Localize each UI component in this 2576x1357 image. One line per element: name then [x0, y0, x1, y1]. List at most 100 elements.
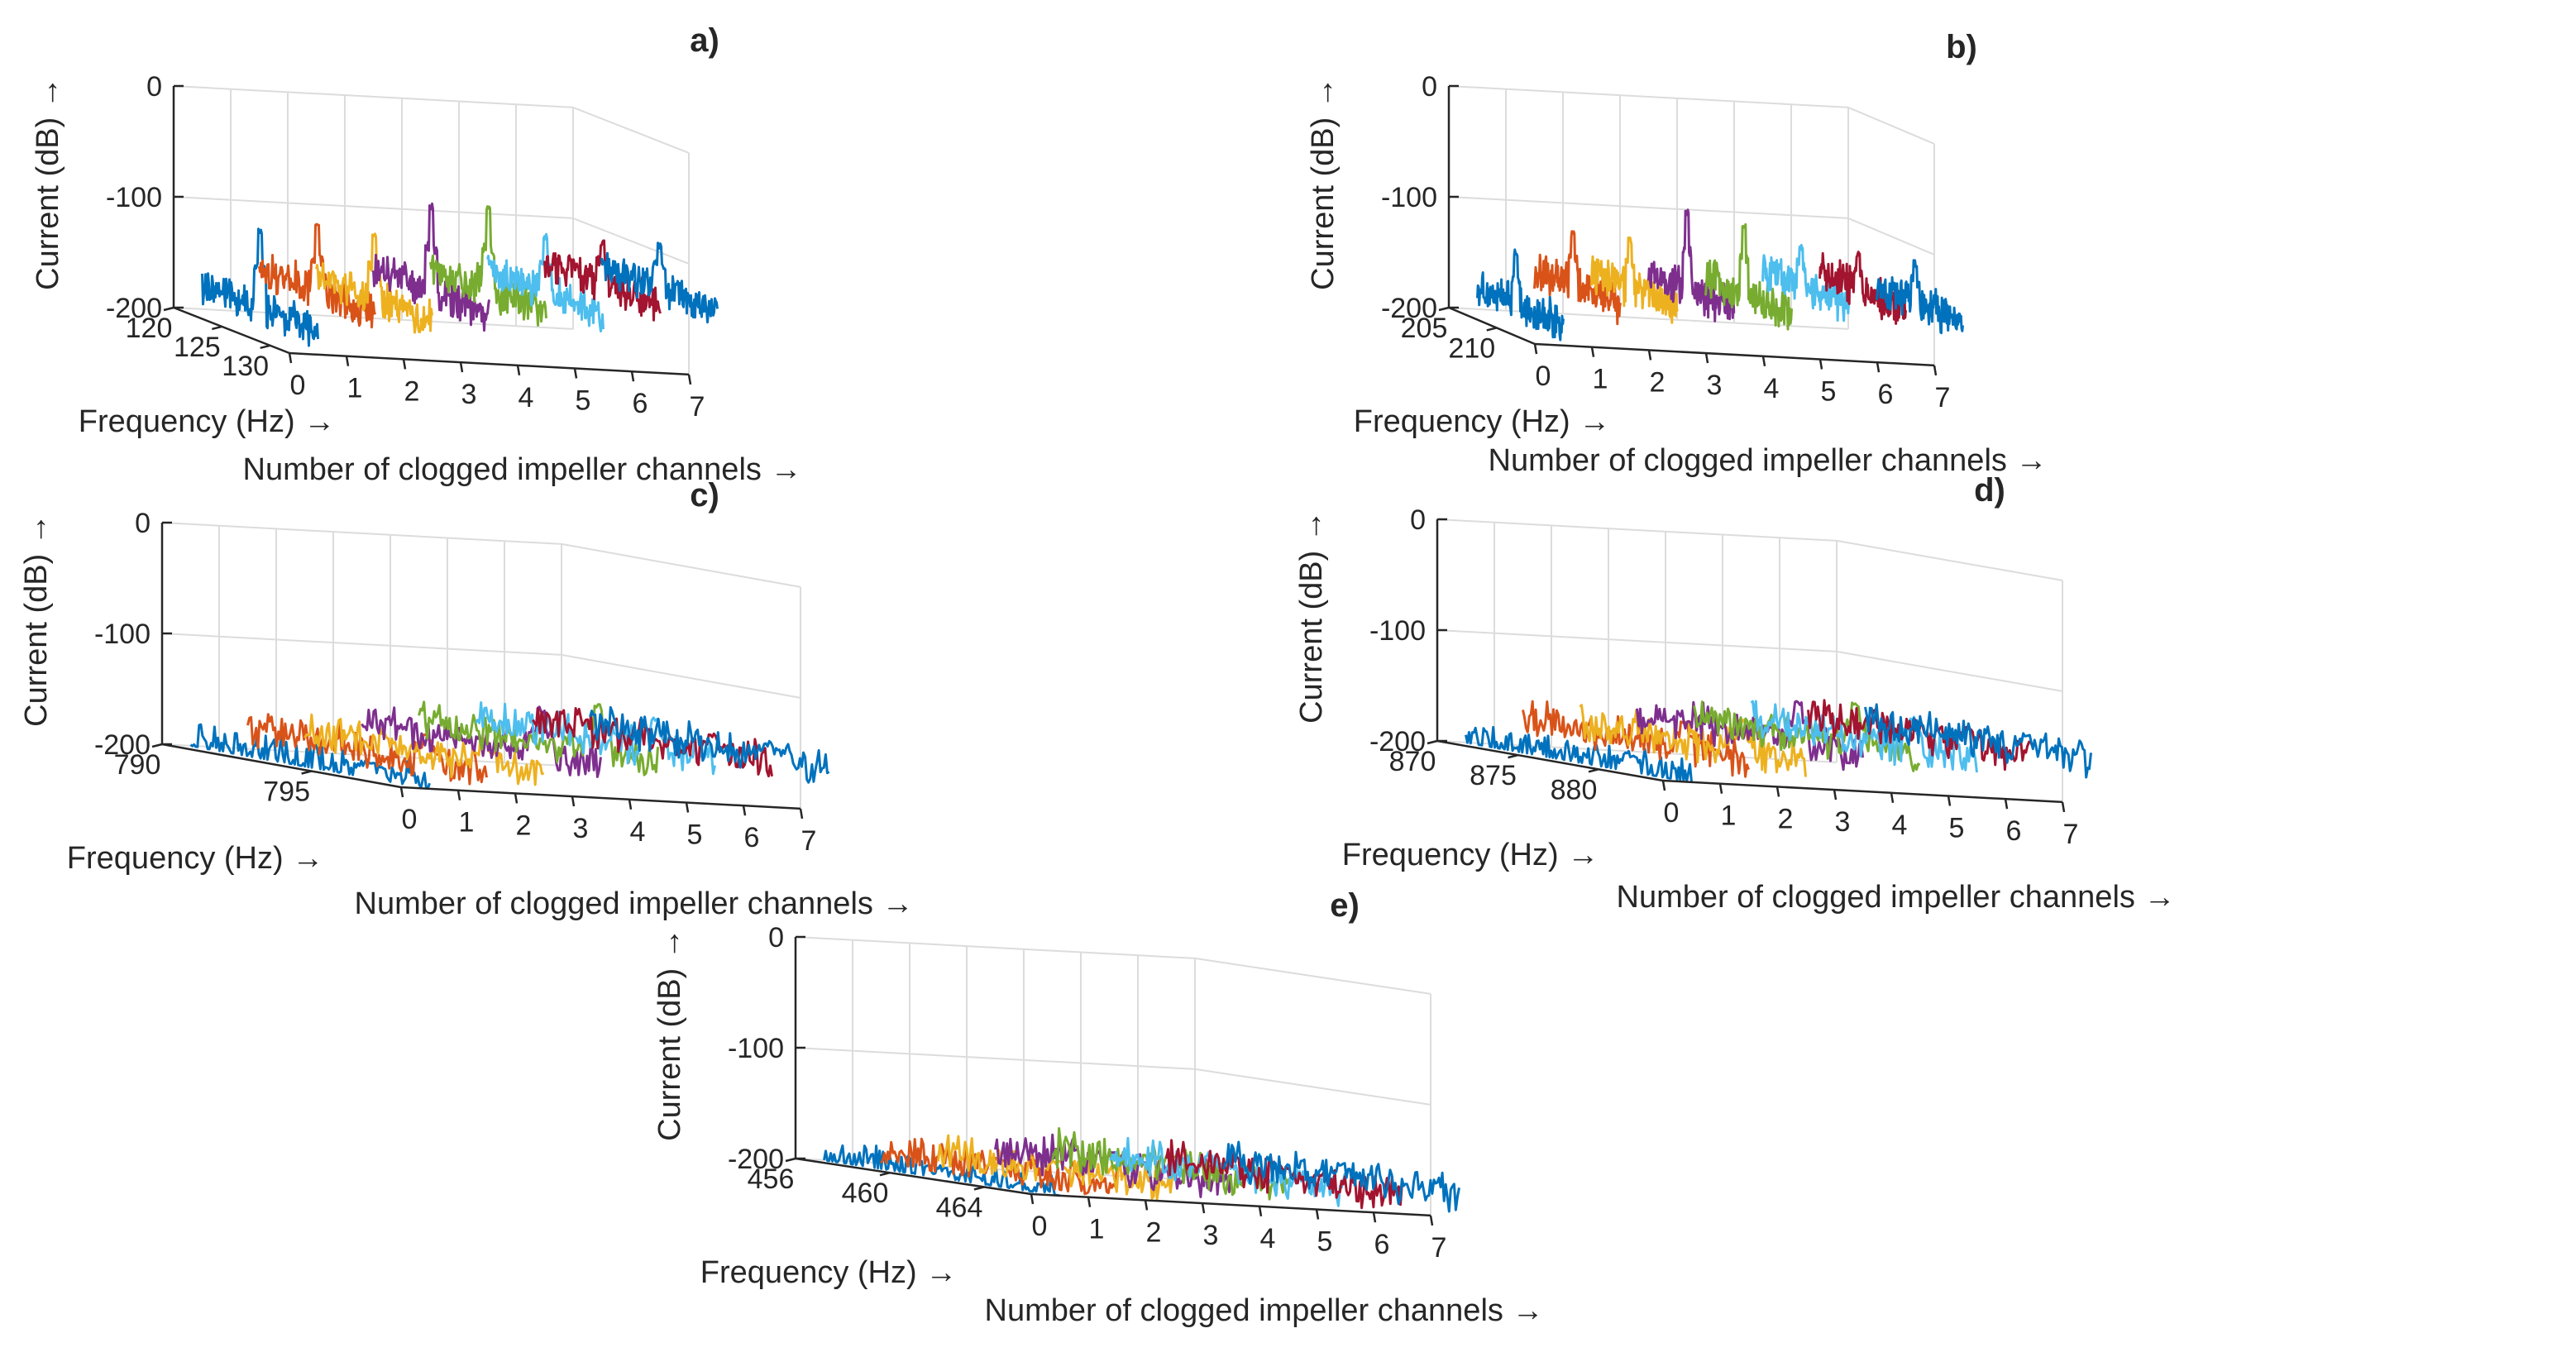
channel-tick-label: 5 [1317, 1226, 1333, 1258]
channel-tick-mark [1718, 783, 1723, 794]
channel-tick-mark [456, 790, 461, 800]
spectrum-series-2 [303, 713, 545, 786]
channel-tick-label: 3 [573, 813, 589, 844]
z-tick-label: -200 [94, 729, 151, 761]
spectrum-series-7 [1222, 1140, 1460, 1213]
gridline-horizontal [1436, 740, 1838, 763]
channel-tick-label: 3 [1835, 806, 1851, 838]
frequency-tick-label: 790 [114, 749, 161, 781]
z-tick-label: 0 [135, 508, 151, 539]
channel-tick-label: 3 [461, 379, 477, 410]
frequency-tick-mark [260, 344, 270, 350]
z-tick-label: -100 [106, 182, 162, 213]
z-axis-label: Current (dB) → [31, 77, 65, 290]
channel-tick-mark [628, 799, 633, 810]
spectrum-series-0 [1465, 725, 1693, 783]
z-tick-label: -100 [1381, 182, 1437, 213]
gridline-side [1836, 650, 2063, 692]
channel-tick-mark [1372, 1211, 1377, 1223]
gridline-side [572, 106, 690, 154]
channel-tick-label: 7 [801, 825, 817, 857]
channel-tick-label: 5 [1949, 813, 1965, 844]
frequency-tick-mark [1438, 306, 1450, 312]
channel-tick-label: 4 [1892, 810, 1908, 841]
channel-tick-mark [1818, 359, 1823, 370]
z-axis-label: Current (dB) → [1306, 77, 1341, 290]
frequency-tick-label: 120 [126, 313, 173, 344]
frequency-tick-label: 870 [1389, 746, 1436, 777]
channel-tick-label: 0 [1536, 361, 1551, 392]
channel-tick-label: 4 [1764, 373, 1780, 404]
channel-axis-line [1534, 342, 1935, 367]
channel-axis-line [1030, 1192, 1431, 1217]
spectrum-series-4 [429, 205, 547, 327]
channel-tick-label: 4 [630, 816, 646, 848]
frequency-axis-label: Frequency (Hz) → [79, 404, 335, 439]
spectrum-series-7 [589, 705, 830, 784]
channel-tick-label: 1 [459, 807, 475, 839]
channel-axis-line [400, 786, 801, 810]
frequency-axis-label: Frequency (Hz) → [1342, 838, 1599, 872]
panel-title: e) [1330, 887, 1360, 924]
channel-tick-mark [345, 356, 350, 366]
channel-tick-mark [1833, 789, 1838, 800]
frequency-tick-mark [163, 306, 174, 312]
channel-tick-mark [1590, 346, 1595, 357]
z-tick-label: -200 [106, 293, 162, 324]
channel-tick-mark [742, 805, 747, 816]
z-tick-label: -200 [1369, 726, 1426, 757]
channel-tick-mark [1201, 1202, 1206, 1214]
channel-tick-mark [402, 359, 407, 370]
gridline-horizontal [173, 196, 574, 219]
channel-tick-label: 2 [1778, 803, 1794, 834]
gridline-side [1847, 217, 1935, 256]
frequency-tick-mark [301, 770, 312, 775]
channel-tick-mark [288, 352, 293, 364]
channel-tick-label: 7 [690, 391, 705, 423]
channel-tick-mark [1315, 1209, 1320, 1220]
spectrum-series-7 [1864, 703, 2092, 779]
channel-tick-mark [1775, 786, 1780, 797]
channel-tick-label: 3 [1203, 1220, 1219, 1251]
frequency-tick-mark [1486, 327, 1498, 332]
channel-tick-mark [1429, 1215, 1434, 1226]
frequency-tick-mark [785, 1157, 796, 1163]
spectrum-series-6 [543, 239, 662, 322]
frequency-tick-label: 880 [1551, 774, 1598, 805]
channel-tick-label: 1 [347, 373, 363, 404]
z-tick-label: -200 [1381, 293, 1437, 324]
channel-tick-mark [1144, 1200, 1149, 1211]
frequency-tick-mark [1427, 739, 1438, 745]
spectrum-series-2 [315, 232, 433, 334]
spectrum-series-3 [372, 202, 490, 332]
spectrum-series-1 [1522, 700, 1750, 778]
frequency-tick-mark [879, 1171, 891, 1177]
channel-tick-label: 1 [1089, 1214, 1105, 1245]
spectrum-series-3 [1647, 208, 1736, 323]
gridline-horizontal [1448, 196, 1849, 219]
channel-tick-label: 4 [1260, 1223, 1276, 1254]
spectrum-series-5 [486, 232, 605, 333]
channel-axis-label: Number of clogged impeller channels → [985, 1293, 1544, 1328]
channel-axis-line [289, 351, 690, 376]
frequency-tick-label: 130 [222, 351, 269, 382]
frequency-tick-mark [973, 1186, 985, 1191]
frequency-axis-label: Frequency (Hz) → [1354, 404, 1610, 439]
gridline-side [1194, 957, 1431, 995]
channel-tick-mark [1704, 352, 1709, 364]
channel-axis-label: Number of clogged impeller channels → [355, 886, 914, 921]
channel-tick-mark [514, 793, 519, 804]
channel-tick-label: 2 [516, 810, 532, 841]
gridline-side [1194, 1068, 1431, 1106]
channel-tick-mark [399, 786, 404, 798]
channel-tick-label: 5 [576, 385, 591, 417]
spectrum-series-4 [1704, 222, 1793, 331]
z-tick-label: 0 [146, 71, 162, 103]
frequency-axis-line [1436, 739, 1664, 782]
spectrum-series-0 [823, 1144, 1060, 1197]
channel-tick-mark [685, 802, 690, 813]
